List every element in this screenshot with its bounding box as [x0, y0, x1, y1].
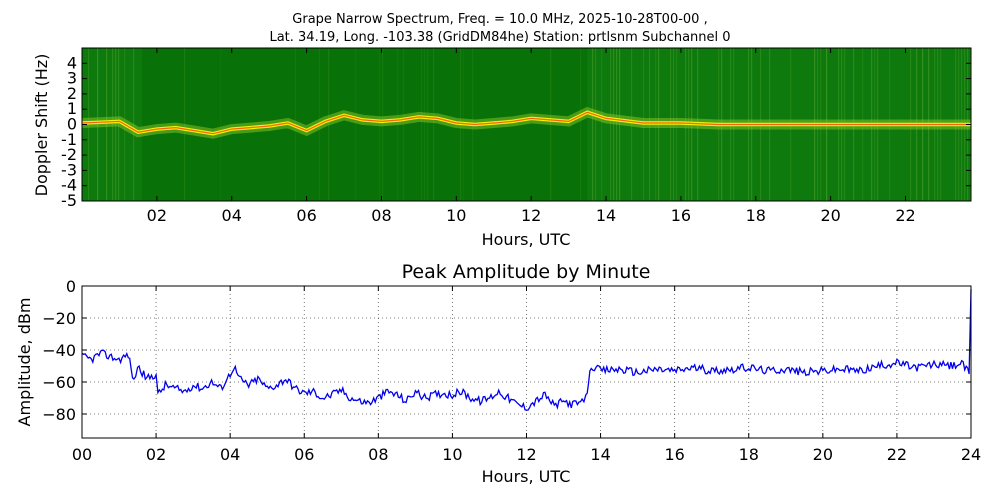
spectrogram-texture-stripe	[115, 48, 117, 201]
spectrogram-texture-stripe	[595, 48, 597, 201]
amplitude-y-tick-label: −40	[42, 341, 76, 360]
spectrogram-y-tick-label: 0	[67, 115, 77, 134]
amplitude-x-tick-label: 20	[813, 445, 833, 464]
spectrogram-x-tick-label: 08	[371, 206, 391, 225]
amplitude-y-tick-label: −80	[42, 405, 76, 424]
spectrogram-texture-stripe	[112, 48, 114, 201]
amplitude-series-line	[81, 289, 972, 411]
spectrogram-texture-stripe	[616, 48, 618, 201]
spectrogram-y-tick-label: 3	[67, 69, 77, 88]
spectrogram-x-tick-label: 18	[746, 206, 766, 225]
figure-title-line1: Grape Narrow Spectrum, Freq. = 10.0 MHz,…	[292, 12, 708, 27]
amplitude-x-tick-label: 10	[442, 445, 462, 464]
spectrogram-texture-stripe	[592, 48, 594, 201]
spectrogram-x-tick-label: 22	[895, 206, 915, 225]
peak-amplitude-chart: Peak Amplitude by Minute 00 02 04 06 08 10 12 1…	[15, 261, 981, 486]
amplitude-x-tick-label: 08	[368, 445, 388, 464]
spectrogram-y-tick-label: 1	[67, 99, 77, 118]
spectrogram-texture-stripe	[610, 48, 612, 201]
figure-title-line2: Lat. 34.19, Long. -103.38 (GridDM84he) S…	[269, 30, 731, 45]
spectrogram-quiet-region	[141, 48, 588, 201]
spectrogram-texture-stripe	[601, 48, 603, 201]
spectrogram-y-tick-label: -2	[61, 145, 77, 164]
amplitude-x-tick-label: 22	[887, 445, 907, 464]
amplitude-x-tick-label: 04	[220, 445, 240, 464]
amplitude-x-tick-label: 06	[294, 445, 314, 464]
amplitude-x-tick-label: 16	[664, 445, 684, 464]
spectrogram-x-tick-label: 06	[296, 206, 316, 225]
amplitude-x-tick-label: 02	[146, 445, 166, 464]
amplitude-x-tick-label: 12	[516, 445, 536, 464]
spectrogram-texture-stripe	[631, 48, 633, 201]
spectrogram-x-tick-label: 04	[222, 206, 242, 225]
spectrogram-x-tick-label: 02	[147, 206, 167, 225]
spectrogram-texture-stripe	[133, 48, 135, 201]
amplitude-y-tick-label: 0	[66, 277, 76, 296]
spectrogram-x-tick-label: 20	[820, 206, 840, 225]
spectrogram-y-tick-label: 2	[67, 84, 77, 103]
spectrogram-y-tick-label: -3	[61, 160, 77, 179]
spectrogram-x-tick-label: 10	[446, 206, 466, 225]
spectrogram-x-axis-label: Hours, UTC	[482, 230, 571, 249]
amplitude-x-tick-label: 14	[590, 445, 610, 464]
amplitude-x-axis-label: Hours, UTC	[482, 467, 571, 486]
spectrogram-texture-stripe	[88, 48, 90, 201]
amplitude-y-axis-label: Amplitude, dBm	[15, 298, 34, 427]
amplitude-y-tick-label: −60	[42, 373, 76, 392]
spectrogram-y-tick-label: 4	[67, 53, 77, 72]
spectrogram-x-tick-label: 16	[671, 206, 691, 225]
spectrogram-y-axis-label: Doppler Shift (Hz)	[32, 54, 51, 197]
spectrogram-texture-stripe	[106, 48, 108, 201]
amplitude-x-tick-label: 18	[739, 445, 759, 464]
spectrogram-x-tick-label: 14	[596, 206, 616, 225]
amplitude-y-tick-label: −20	[42, 309, 76, 328]
spectrogram-texture-stripe	[97, 48, 99, 201]
amplitude-x-tick-label: 00	[72, 445, 92, 464]
spectrogram-x-tick-label: 12	[521, 206, 541, 225]
spectrogram-texture-stripe	[619, 48, 621, 201]
spectrogram-texture-stripe	[613, 48, 615, 201]
amplitude-chart-title: Peak Amplitude by Minute	[402, 261, 651, 283]
amplitude-x-tick-label: 24	[961, 445, 981, 464]
spectrogram-y-tick-label: -5	[61, 191, 77, 210]
doppler-trace-peak	[82, 111, 971, 135]
spectrogram-texture-stripe	[118, 48, 120, 201]
spectrogram-y-tick-label: -1	[61, 130, 77, 149]
spectrogram-y-tick-label: -4	[61, 176, 77, 195]
